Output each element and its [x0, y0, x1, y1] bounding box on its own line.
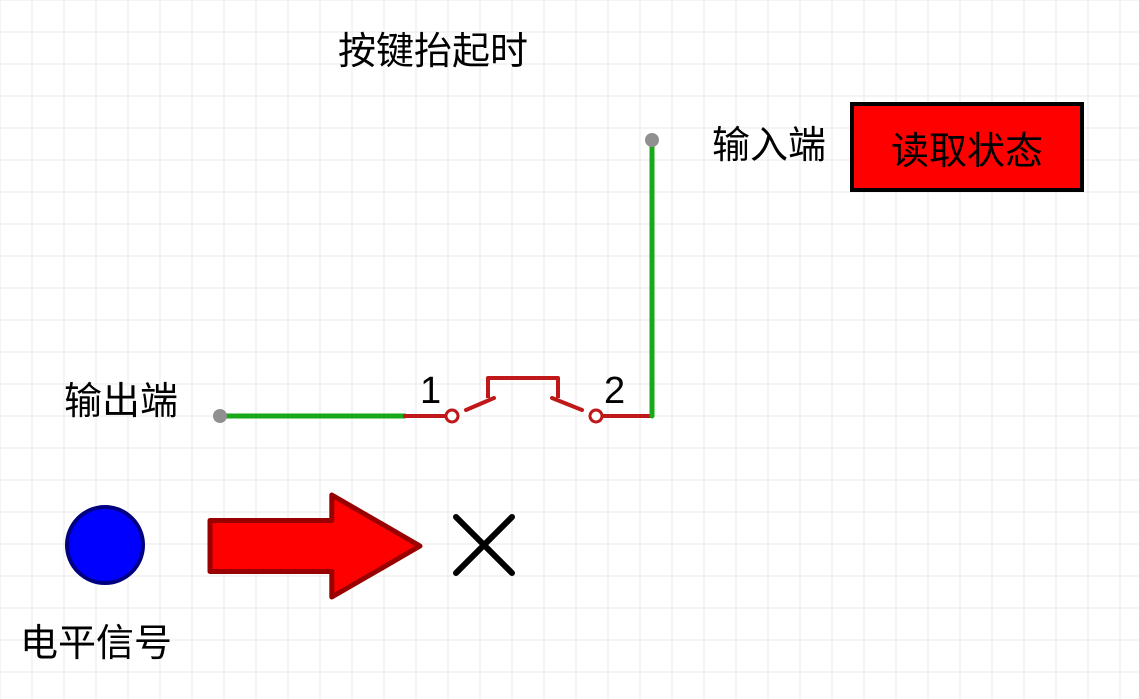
title-label: 按键抬起时	[338, 20, 528, 75]
pin-1-label: 1	[420, 370, 441, 413]
signal-circle-icon	[67, 507, 143, 583]
read-status-text: 读取状态	[891, 120, 1043, 175]
arrow-right-icon	[210, 495, 420, 597]
input-terminal-dot	[645, 133, 659, 147]
switch-terminal-2	[590, 410, 602, 422]
output-terminal-dot	[213, 409, 227, 423]
output-end-label: 输出端	[64, 370, 178, 425]
switch-terminal-1	[446, 410, 458, 422]
diagram-canvas: 按键抬起时 输入端 输出端 电平信号 1 2 读取状态	[0, 0, 1139, 699]
input-end-label: 输入端	[712, 114, 826, 169]
level-signal-label: 电平信号	[20, 612, 172, 667]
read-status-box: 读取状态	[850, 102, 1084, 192]
pin-2-label: 2	[604, 370, 625, 413]
switch-body-icon	[488, 378, 558, 398]
